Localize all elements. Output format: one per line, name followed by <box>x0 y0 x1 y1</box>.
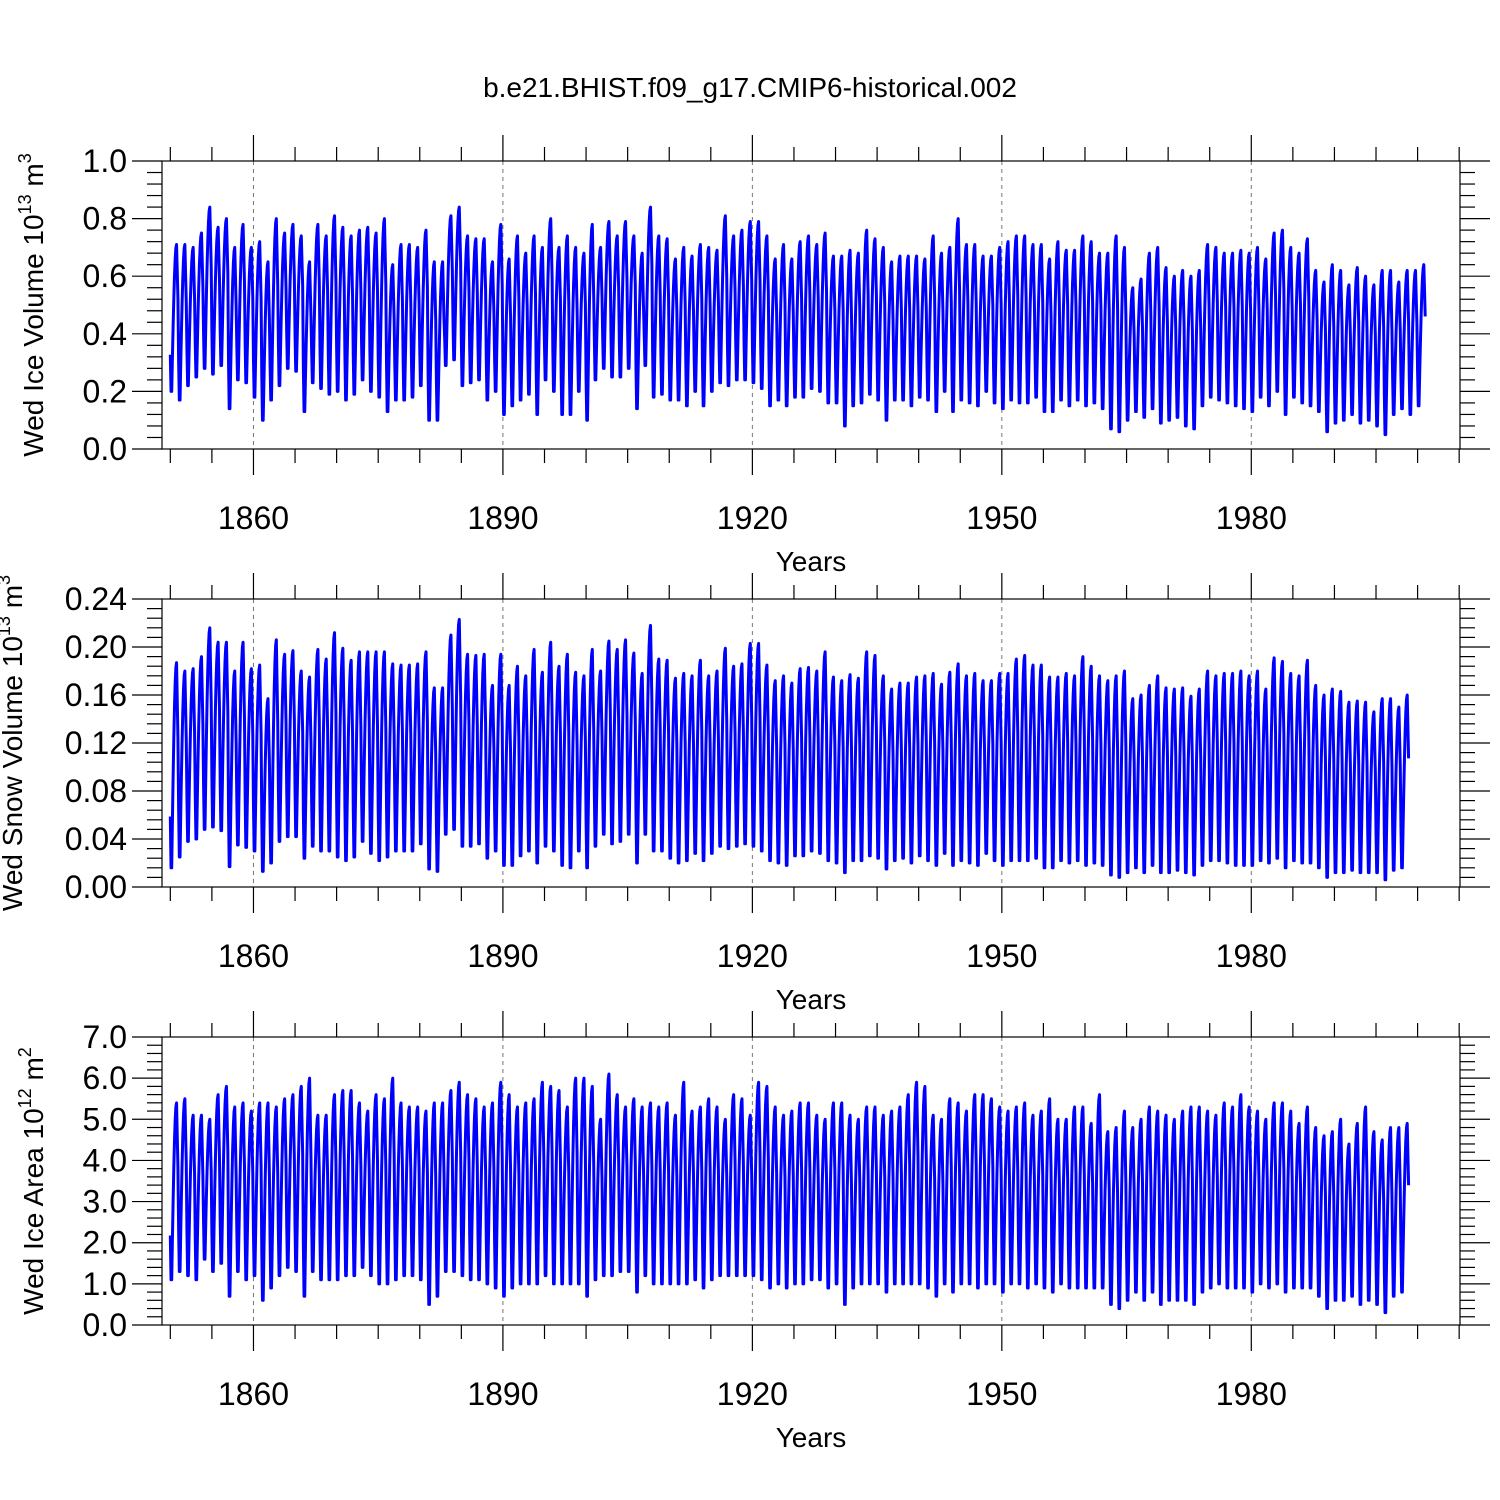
y-label-exponent: 12 <box>15 1088 35 1108</box>
third-panel: 1860 1890 1920 1950 1980 0.0 1.0 2.0 3.0 4.0 5.0 6.… <box>15 1011 1490 1453</box>
y-label-text: Wed Ice Area 10 <box>18 1108 49 1315</box>
y-tick-label: 2.0 <box>83 1225 127 1261</box>
panels-container: 1860 1890 1920 1950 1980 0.0 0.2 0.4 0.6 0.8 1.0 Ye… <box>0 135 1490 1453</box>
y-label-text: Wed Snow Volume 10 <box>0 636 28 911</box>
y-tick-label: 0.2 <box>83 373 127 409</box>
y-axis-label: Wed Ice Volume 1013 m3 <box>15 153 49 456</box>
y-label-text: Wed Ice Volume 10 <box>18 214 49 456</box>
x-tick-label: 1920 <box>717 1376 788 1412</box>
first-panel: 1860 1890 1920 1950 1980 0.0 0.2 0.4 0.6 0.8 1.0 Ye… <box>15 135 1490 577</box>
y-tick-label: 0.12 <box>65 725 127 761</box>
data-series-line <box>168 1072 1411 1315</box>
y-tick-label: 7.0 <box>83 1019 127 1055</box>
x-tick-label: 1890 <box>467 1376 538 1412</box>
second-panel: 1860 1890 1920 1950 1980 0.00 0.04 0.08 0.12 0.16… <box>0 573 1490 1015</box>
x-tick-label: 1860 <box>218 938 289 974</box>
y-tick-label: 0.16 <box>65 677 127 713</box>
y-tick-label: 0.00 <box>65 869 127 905</box>
y-label-unit-exponent: 2 <box>15 1047 35 1057</box>
plot-frame <box>161 1036 1461 1326</box>
plot-frame <box>161 160 1461 450</box>
x-tick-label: 1950 <box>966 500 1037 536</box>
y-tick-label: 0.0 <box>83 1307 127 1343</box>
y-tick-label: 3.0 <box>83 1184 127 1220</box>
data-series-line <box>168 617 1411 882</box>
y-label-unit: m <box>0 585 28 616</box>
x-tick-label: 1950 <box>966 1376 1037 1412</box>
y-tick-label: 0.24 <box>65 581 127 617</box>
y-label-exponent: 13 <box>0 616 14 636</box>
y-label-unit-exponent: 3 <box>15 153 35 163</box>
y-tick-label: 0.4 <box>83 316 127 352</box>
x-tick-label: 1920 <box>717 500 788 536</box>
x-tick-label: 1860 <box>218 500 289 536</box>
x-tick-label: 1980 <box>1216 500 1287 536</box>
x-axis-label: Years <box>776 546 847 577</box>
x-tick-label: 1890 <box>467 938 538 974</box>
y-tick-label: 6.0 <box>83 1060 127 1096</box>
y-tick-label: 5.0 <box>83 1101 127 1137</box>
x-tick-label: 1890 <box>467 500 538 536</box>
x-tick-label: 1950 <box>966 938 1037 974</box>
y-label-unit: m <box>18 1057 49 1088</box>
y-tick-label: 0.08 <box>65 773 127 809</box>
y-label-unit-exponent: 3 <box>0 575 14 585</box>
x-axis-label: Years <box>776 984 847 1015</box>
x-tick-label: 1980 <box>1216 1376 1287 1412</box>
y-label-unit: m <box>18 163 49 194</box>
y-tick-label: 1.0 <box>83 1266 127 1302</box>
y-axis-label: Wed Snow Volume 1013 m3 <box>0 575 28 911</box>
x-tick-label: 1860 <box>218 1376 289 1412</box>
x-axis-label: Years <box>776 1422 847 1453</box>
y-tick-label: 0.20 <box>65 629 127 665</box>
x-tick-label: 1920 <box>717 938 788 974</box>
y-label-exponent: 13 <box>15 194 35 214</box>
x-tick-label: 1980 <box>1216 938 1287 974</box>
y-tick-label: 0.04 <box>65 821 127 857</box>
data-series-line <box>168 205 1427 437</box>
y-tick-label: 0.6 <box>83 258 127 294</box>
y-tick-label: 0.0 <box>83 431 127 467</box>
y-tick-label: 0.8 <box>83 201 127 237</box>
y-tick-label: 4.0 <box>83 1142 127 1178</box>
figure-title: b.e21.BHIST.f09_g17.CMIP6-historical.002 <box>483 72 1017 103</box>
y-tick-label: 1.0 <box>83 143 127 179</box>
y-axis-label: Wed Ice Area 1012 m2 <box>15 1047 49 1315</box>
